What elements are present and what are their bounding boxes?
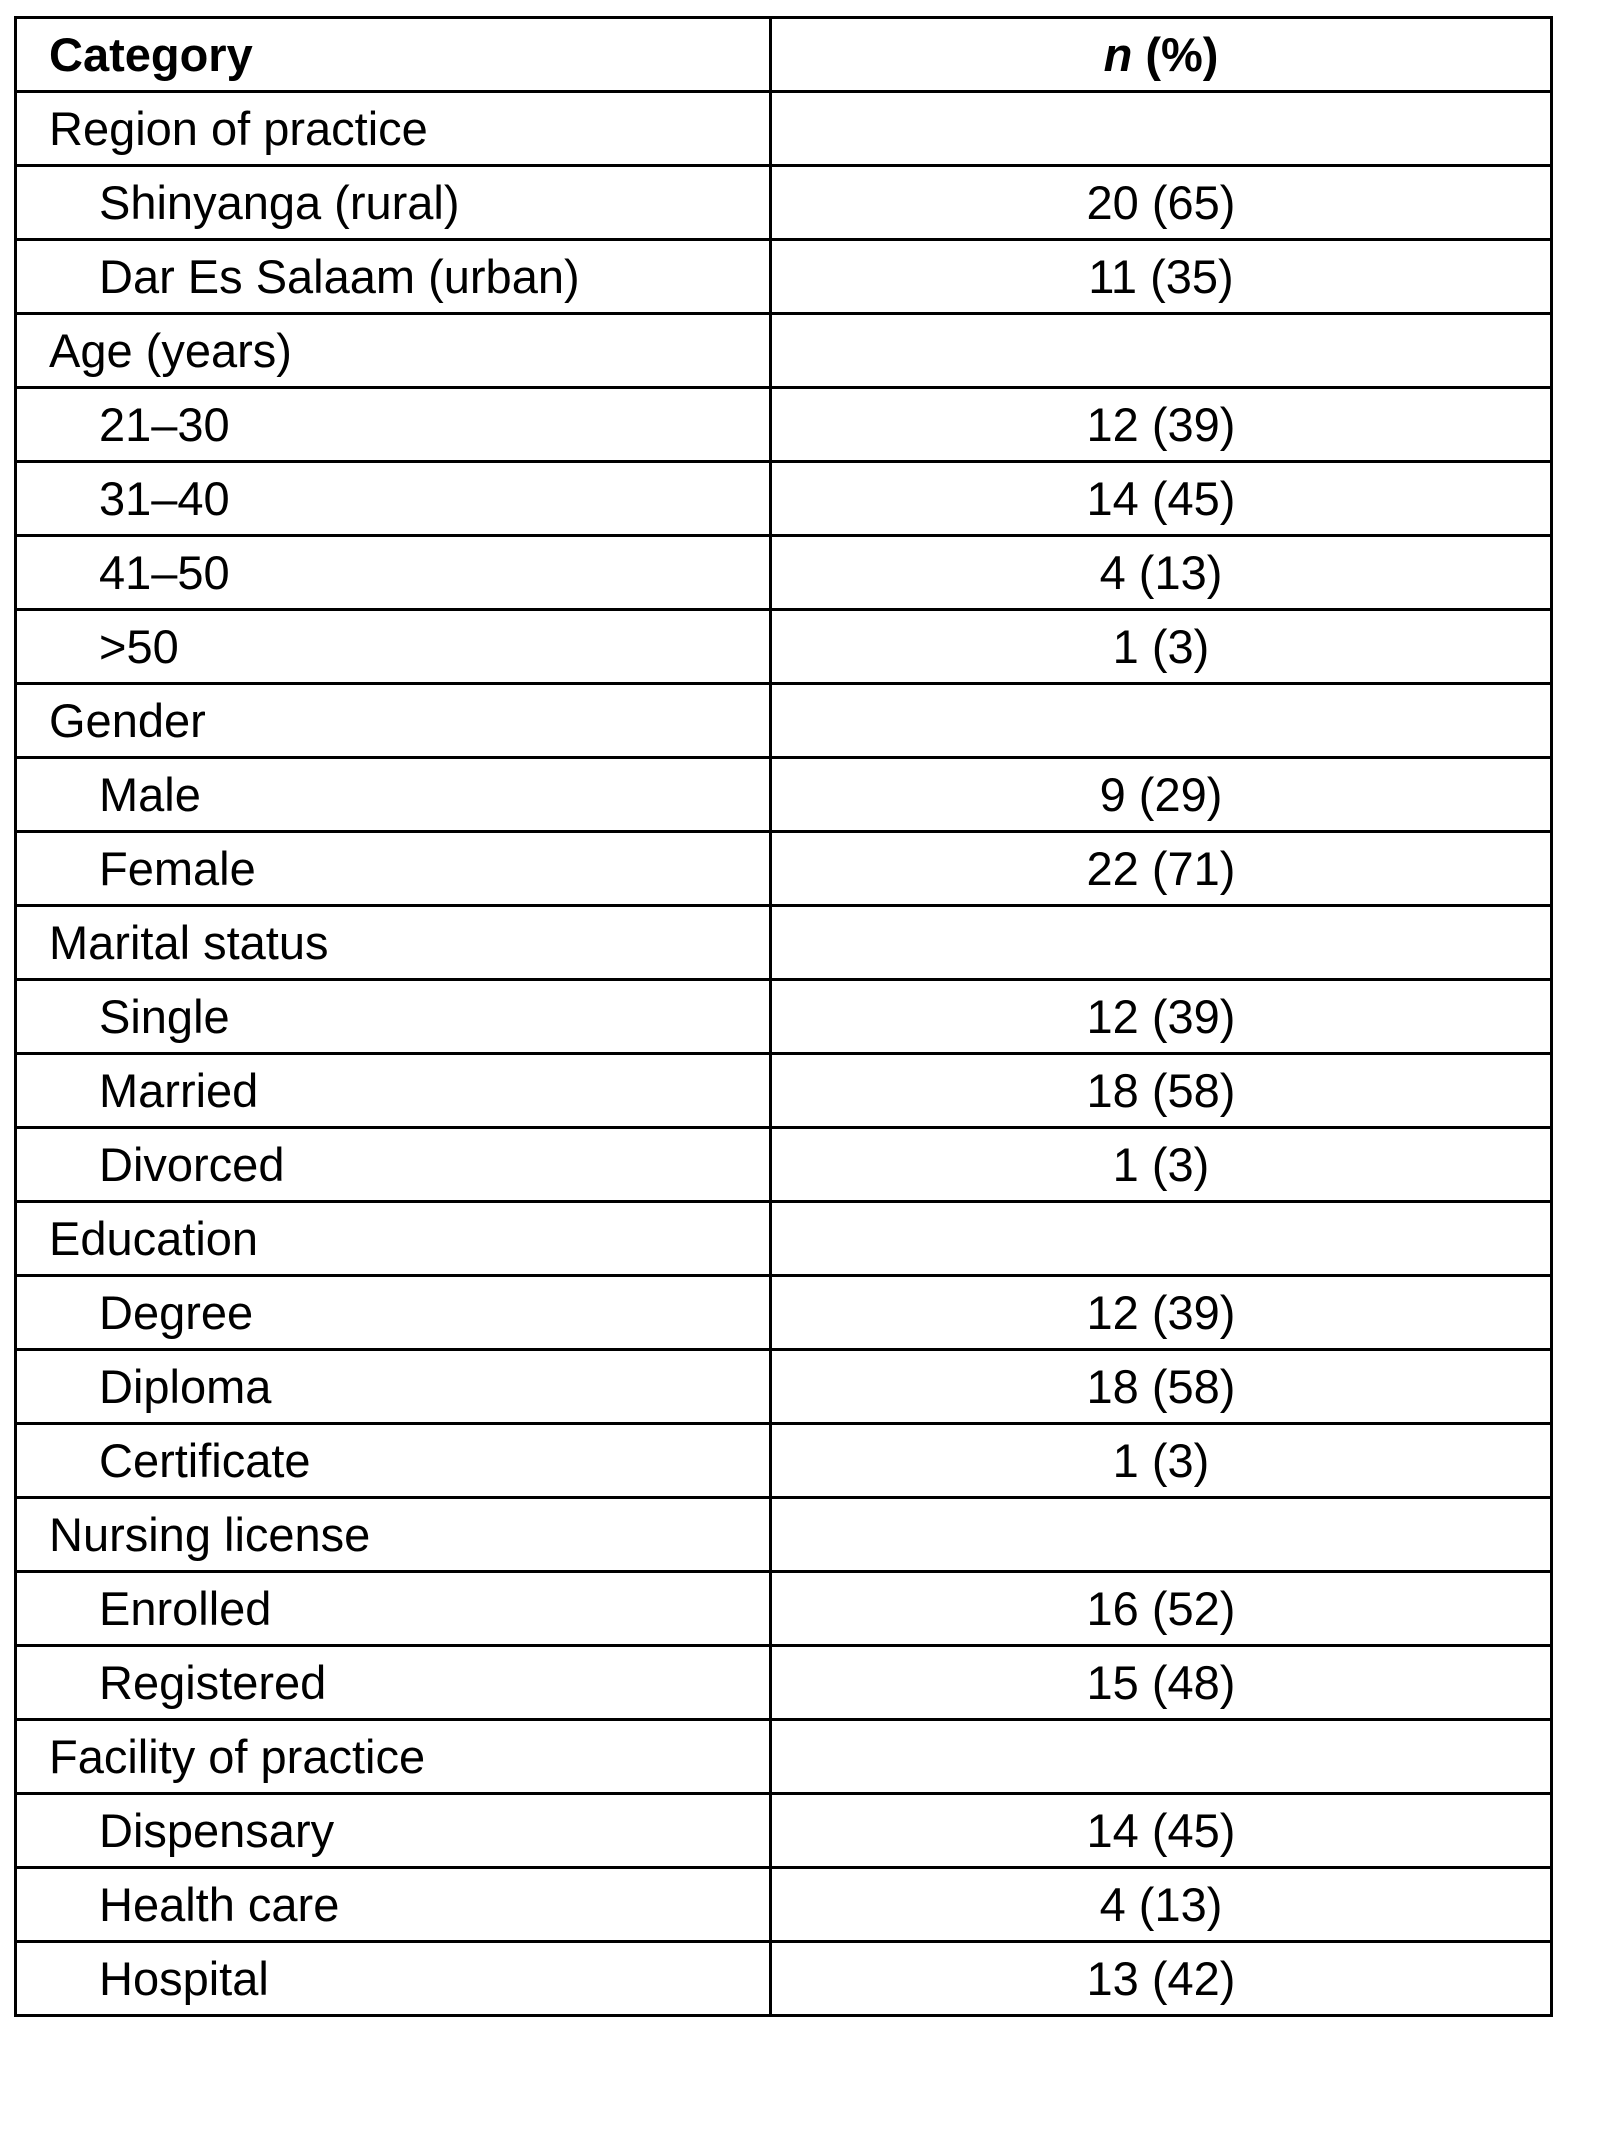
- category-row: Region of practice: [14, 90, 1553, 167]
- table-row: Dispensary 14 (45): [14, 1792, 1553, 1869]
- item-value: 18 (58): [769, 1052, 1553, 1129]
- category-label: Region of practice: [14, 90, 772, 167]
- n-label: n: [1103, 28, 1133, 81]
- item-label: 21–30: [14, 386, 772, 463]
- item-value: 9 (29): [769, 756, 1553, 833]
- item-value: 20 (65): [769, 164, 1553, 241]
- item-value: 15 (48): [769, 1644, 1553, 1721]
- item-value: 4 (13): [769, 1866, 1553, 1943]
- n-percent-header: n (%): [769, 16, 1553, 93]
- table-row: Single 12 (39): [14, 978, 1553, 1055]
- percent-label: (%): [1132, 28, 1219, 81]
- item-label: Enrolled: [14, 1570, 772, 1647]
- table-row: Diploma 18 (58): [14, 1348, 1553, 1425]
- item-label: Female: [14, 830, 772, 907]
- category-label: Marital status: [14, 904, 772, 981]
- item-label: Diploma: [14, 1348, 772, 1425]
- item-value: 16 (52): [769, 1570, 1553, 1647]
- table-row: Hospital 13 (42): [14, 1940, 1553, 2017]
- item-label: Married: [14, 1052, 772, 1129]
- item-label: 31–40: [14, 460, 772, 537]
- item-label: Male: [14, 756, 772, 833]
- item-value: 1 (3): [769, 608, 1553, 685]
- item-label: >50: [14, 608, 772, 685]
- category-label: Nursing license: [14, 1496, 772, 1573]
- category-row: Age (years): [14, 312, 1553, 389]
- category-value-cell: [769, 312, 1553, 389]
- table-row: Certificate 1 (3): [14, 1422, 1553, 1499]
- item-value: 13 (42): [769, 1940, 1553, 2017]
- table-body: Region of practice Shinyanga (rural) 20 (6…: [14, 90, 1553, 2017]
- category-value-cell: [769, 1718, 1553, 1795]
- item-value: 14 (45): [769, 460, 1553, 537]
- demographics-table: Category n (%) Region of practice Shinyan…: [14, 16, 1553, 2017]
- item-label: Dar Es Salaam (urban): [14, 238, 772, 315]
- category-row: Nursing license: [14, 1496, 1553, 1573]
- item-label: Dispensary: [14, 1792, 772, 1869]
- category-value-cell: [769, 1200, 1553, 1277]
- item-value: 4 (13): [769, 534, 1553, 611]
- item-value: 11 (35): [769, 238, 1553, 315]
- table-row: Female 22 (71): [14, 830, 1553, 907]
- item-value: 18 (58): [769, 1348, 1553, 1425]
- table-row: Registered 15 (48): [14, 1644, 1553, 1721]
- header-row: Category n (%): [14, 16, 1553, 93]
- table-row: 31–40 14 (45): [14, 460, 1553, 537]
- category-label: Facility of practice: [14, 1718, 772, 1795]
- item-value: 12 (39): [769, 978, 1553, 1055]
- table-row: Degree 12 (39): [14, 1274, 1553, 1351]
- table-row: Male 9 (29): [14, 756, 1553, 833]
- item-label: Single: [14, 978, 772, 1055]
- item-label: Degree: [14, 1274, 772, 1351]
- category-label: Gender: [14, 682, 772, 759]
- category-row: Facility of practice: [14, 1718, 1553, 1795]
- table-row: Enrolled 16 (52): [14, 1570, 1553, 1647]
- category-row: Marital status: [14, 904, 1553, 981]
- category-row: Education: [14, 1200, 1553, 1277]
- item-value: 1 (3): [769, 1422, 1553, 1499]
- item-value: 22 (71): [769, 830, 1553, 907]
- category-value-cell: [769, 90, 1553, 167]
- item-value: 12 (39): [769, 386, 1553, 463]
- category-value-cell: [769, 682, 1553, 759]
- table-header: Category n (%): [14, 16, 1553, 93]
- table-row: 21–30 12 (39): [14, 386, 1553, 463]
- item-value: 12 (39): [769, 1274, 1553, 1351]
- item-label: Divorced: [14, 1126, 772, 1203]
- category-label: Education: [14, 1200, 772, 1277]
- table-row: Married 18 (58): [14, 1052, 1553, 1129]
- category-label: Age (years): [14, 312, 772, 389]
- table-row: >50 1 (3): [14, 608, 1553, 685]
- category-row: Gender: [14, 682, 1553, 759]
- item-label: Shinyanga (rural): [14, 164, 772, 241]
- category-value-cell: [769, 1496, 1553, 1573]
- category-value-cell: [769, 904, 1553, 981]
- table-row: Health care 4 (13): [14, 1866, 1553, 1943]
- item-label: Certificate: [14, 1422, 772, 1499]
- table-row: 41–50 4 (13): [14, 534, 1553, 611]
- item-label: 41–50: [14, 534, 772, 611]
- table-row: Shinyanga (rural) 20 (65): [14, 164, 1553, 241]
- category-header: Category: [14, 16, 772, 93]
- item-value: 14 (45): [769, 1792, 1553, 1869]
- table-row: Dar Es Salaam (urban) 11 (35): [14, 238, 1553, 315]
- item-label: Registered: [14, 1644, 772, 1721]
- item-label: Hospital: [14, 1940, 772, 2017]
- table-row: Divorced 1 (3): [14, 1126, 1553, 1203]
- item-label: Health care: [14, 1866, 772, 1943]
- item-value: 1 (3): [769, 1126, 1553, 1203]
